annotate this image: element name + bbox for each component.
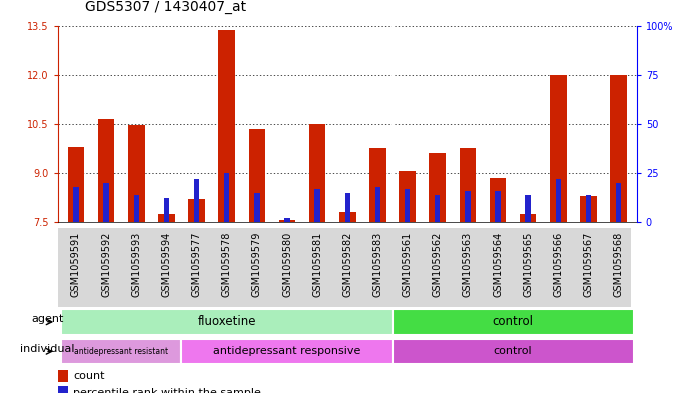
Bar (128, 125, 144, 222)
Bar (104, 183, 109, 222)
Bar (490, 178, 507, 222)
Bar (309, 124, 326, 222)
Bar (158, 214, 175, 222)
Bar (279, 220, 296, 222)
Bar (460, 148, 476, 222)
Bar (405, 189, 411, 222)
Text: GDS5307 / 1430407_at: GDS5307 / 1430407_at (85, 0, 247, 14)
Bar (182, 339, 392, 364)
Bar (465, 191, 471, 222)
Text: GSM1059565: GSM1059565 (523, 232, 533, 297)
Bar (369, 148, 385, 222)
Bar (435, 195, 441, 222)
Text: GSM1059583: GSM1059583 (373, 232, 383, 297)
Bar (284, 218, 289, 222)
Text: GSM1059592: GSM1059592 (101, 232, 111, 297)
Bar (375, 187, 380, 222)
Bar (610, 75, 627, 222)
Bar (194, 179, 200, 222)
Text: GSM1059580: GSM1059580 (282, 232, 292, 297)
Bar (616, 183, 621, 222)
Text: GSM1059561: GSM1059561 (402, 232, 413, 297)
Bar (61, 339, 182, 364)
Text: antidepressant resistant: antidepressant resistant (74, 347, 168, 356)
Bar (224, 173, 229, 222)
Bar (98, 119, 114, 222)
Bar (430, 153, 446, 222)
Text: GSM1059579: GSM1059579 (252, 232, 262, 297)
Bar (315, 189, 320, 222)
Bar (74, 187, 79, 222)
Text: GSM1059591: GSM1059591 (71, 232, 81, 297)
Bar (58, 370, 68, 382)
Bar (580, 196, 597, 222)
Text: individual: individual (20, 343, 75, 354)
Text: GSM1059594: GSM1059594 (161, 232, 172, 297)
Bar (339, 212, 355, 222)
Bar (254, 193, 259, 222)
Bar (526, 195, 531, 222)
Bar (163, 198, 169, 222)
Bar (61, 309, 392, 334)
Bar (58, 386, 68, 393)
Text: GSM1059581: GSM1059581 (312, 232, 322, 297)
Bar (67, 147, 84, 222)
Bar (392, 339, 634, 364)
Bar (133, 195, 139, 222)
Bar (550, 75, 567, 222)
Bar (556, 179, 561, 222)
Text: GSM1059562: GSM1059562 (432, 232, 443, 297)
Text: count: count (74, 371, 105, 381)
Text: GSM1059577: GSM1059577 (191, 232, 202, 298)
Bar (495, 191, 501, 222)
Text: GSM1059564: GSM1059564 (493, 232, 503, 297)
Bar (188, 199, 205, 222)
Text: GSM1059582: GSM1059582 (343, 232, 352, 297)
Text: GSM1059566: GSM1059566 (554, 232, 563, 297)
Text: GSM1059567: GSM1059567 (584, 232, 594, 297)
Text: antidepressant responsive: antidepressant responsive (213, 346, 361, 356)
Bar (249, 129, 265, 222)
Text: GSM1059563: GSM1059563 (463, 232, 473, 297)
Text: fluoxetine: fluoxetine (197, 315, 256, 329)
Text: agent: agent (32, 314, 64, 324)
Bar (345, 193, 350, 222)
Bar (219, 31, 235, 222)
Text: control: control (492, 315, 534, 329)
Bar (392, 309, 634, 334)
Text: GSM1059578: GSM1059578 (222, 232, 232, 297)
Text: GSM1059568: GSM1059568 (614, 232, 624, 297)
Text: GSM1059593: GSM1059593 (131, 232, 141, 297)
Bar (520, 214, 537, 222)
Text: percentile rank within the sample: percentile rank within the sample (74, 388, 261, 393)
Bar (586, 195, 591, 222)
Bar (399, 171, 416, 222)
Text: control: control (494, 346, 533, 356)
